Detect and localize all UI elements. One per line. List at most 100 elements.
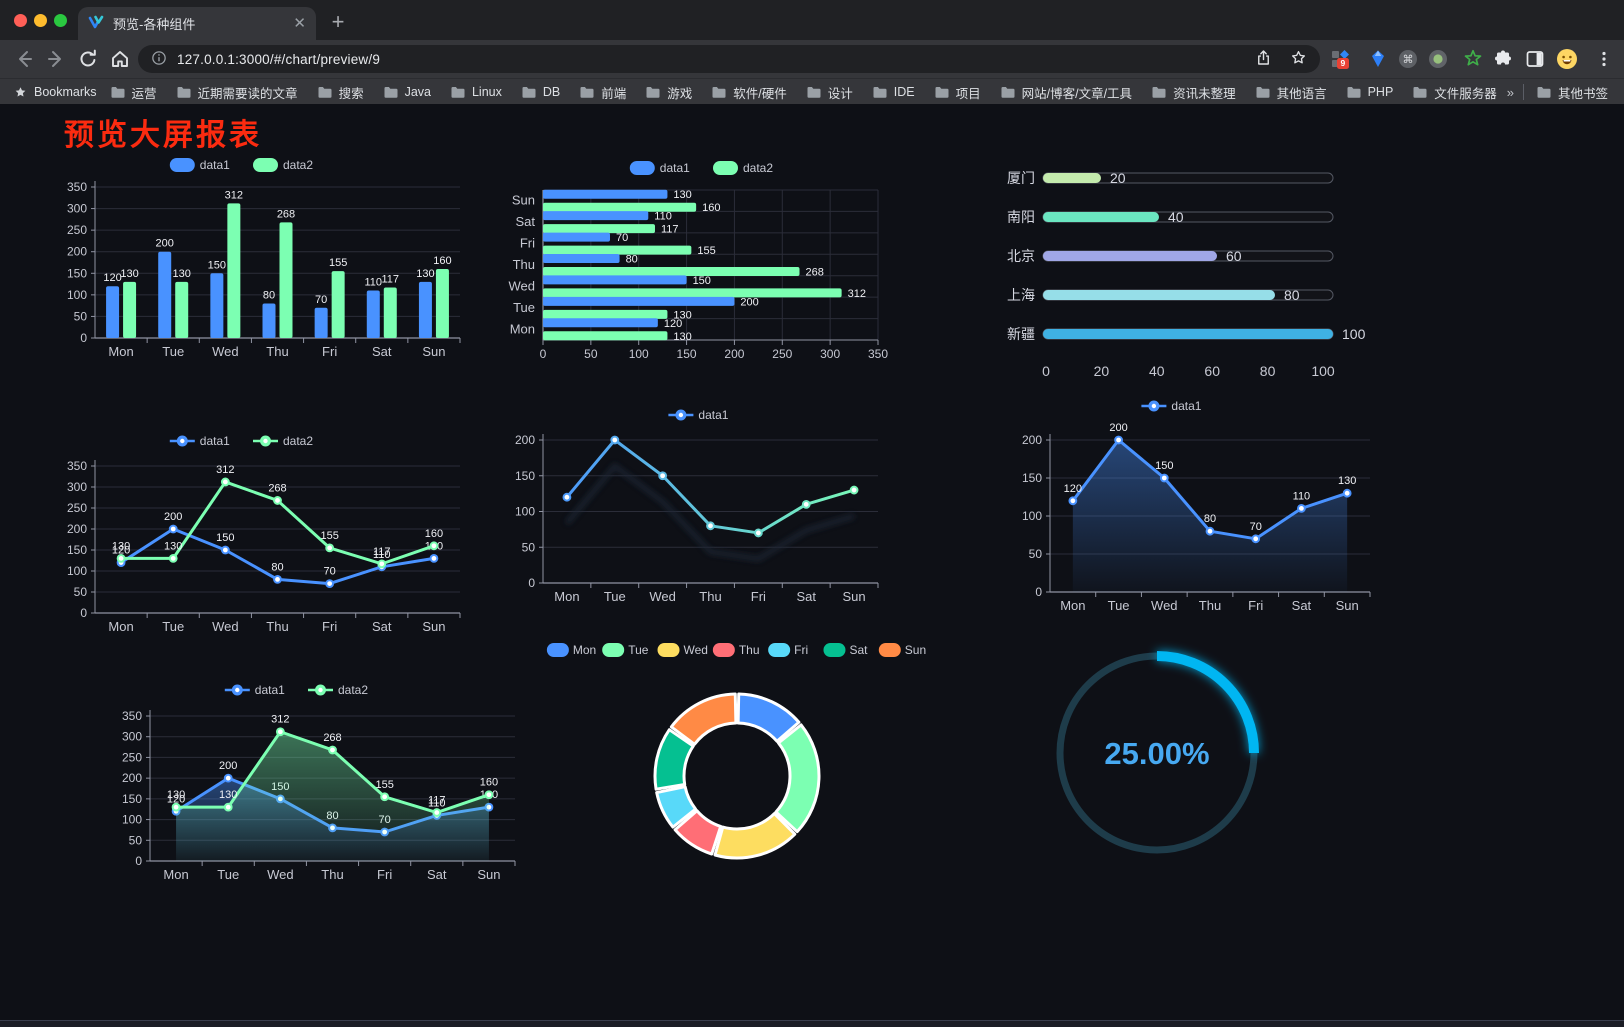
svg-text:200: 200 <box>67 522 87 536</box>
svg-text:120: 120 <box>1064 483 1082 495</box>
other-bookmarks-folder[interactable]: 其他书签 <box>1536 83 1608 102</box>
url-text[interactable]: 127.0.0.1:3000/#/chart/preview/9 <box>177 51 381 67</box>
bookmark-folder[interactable]: 项目 <box>934 83 981 102</box>
svg-text:Sat: Sat <box>849 643 868 657</box>
bookmark-star-icon[interactable] <box>1289 48 1308 70</box>
folder-icon <box>580 87 594 98</box>
bookmark-folder[interactable]: 设计 <box>806 83 853 102</box>
data-point <box>168 524 178 534</box>
svg-text:Fri: Fri <box>377 867 392 882</box>
record-circle-icon extension-button[interactable] <box>1426 47 1450 71</box>
svg-text:160: 160 <box>702 202 720 214</box>
folder-icon <box>1537 87 1551 98</box>
window-close-button[interactable] <box>14 14 27 27</box>
svg-text:130: 130 <box>173 268 191 280</box>
legend-item[interactable]: Wed <box>657 643 708 657</box>
svg-text:Fri: Fri <box>751 589 766 604</box>
folder-icon <box>935 87 949 98</box>
home-icon[interactable] <box>108 47 132 71</box>
browser-tab[interactable]: 预览-各种组件 ✕ <box>78 7 316 40</box>
gem-icon extension-button[interactable] <box>1366 47 1390 71</box>
svg-text:200: 200 <box>67 245 87 259</box>
window-minimize-button[interactable] <box>34 14 47 27</box>
legend-item[interactable]: data1 <box>224 683 285 697</box>
tab-strip: 预览-各种组件 ✕ + <box>0 0 1624 40</box>
bookmark-folder[interactable]: Linux <box>450 85 502 99</box>
svg-text:250: 250 <box>772 347 792 361</box>
legend-item[interactable]: data2 <box>253 434 313 448</box>
legend-item[interactable]: data1 <box>629 161 690 175</box>
data-point <box>658 471 668 481</box>
legend-item[interactable]: data2 <box>253 158 313 172</box>
svg-text:150: 150 <box>208 259 226 271</box>
legend-item[interactable]: data1 <box>169 158 230 172</box>
legend-item[interactable]: data2 <box>713 161 773 175</box>
back-icon[interactable] <box>12 47 36 71</box>
legend-item[interactable]: Tue <box>602 643 649 657</box>
svg-text:50: 50 <box>74 585 88 599</box>
bookmark-folder[interactable]: 前端 <box>579 83 626 102</box>
svg-text:80: 80 <box>1204 513 1216 525</box>
area-fill <box>1072 440 1348 592</box>
bookmark-folder[interactable]: 游戏 <box>645 83 692 102</box>
sidebar-icon extension-button[interactable] <box>1523 47 1547 71</box>
bookmark-folder[interactable]: DB <box>521 85 560 99</box>
svg-text:312: 312 <box>271 714 289 726</box>
data-point <box>1159 473 1169 483</box>
bookmark-folder[interactable]: 近期需要读的文章 <box>176 83 298 102</box>
progress-fill <box>1043 290 1275 300</box>
bar <box>175 281 189 338</box>
puzzle-icon extensions-menu-button[interactable] <box>1491 47 1515 71</box>
svg-text:Mon: Mon <box>1060 598 1085 613</box>
green-star-icon extension-button[interactable] <box>1461 47 1485 71</box>
command-circle-icon extension-button[interactable]: ⌘ <box>1396 47 1420 71</box>
emoji-avatar profile-button[interactable] <box>1555 47 1579 71</box>
folder-icon <box>451 87 465 98</box>
legend-item[interactable]: Sat <box>823 643 868 657</box>
data-point <box>325 543 335 553</box>
bookmark-folder[interactable]: 资讯未整理 <box>1151 83 1236 102</box>
reload-icon[interactable] <box>76 47 100 71</box>
legend-item[interactable]: Thu <box>712 643 760 657</box>
window-zoom-button[interactable] <box>54 14 67 27</box>
bookmark-folder[interactable]: IDE <box>872 85 915 99</box>
legend-item[interactable]: Mon <box>546 643 596 657</box>
chart-dual-area-line: 0 50 100 150 200 250 300 350 Mon Tue Wed Thu Fri Sat S… <box>105 674 520 892</box>
bar <box>383 287 397 338</box>
svg-text:0: 0 <box>80 331 87 345</box>
bookmark-folder[interactable]: 其他语言 <box>1255 83 1327 102</box>
share-icon[interactable] <box>1254 48 1273 70</box>
svg-text:Wed: Wed <box>212 619 239 634</box>
tab-close-icon[interactable]: ✕ <box>293 15 306 32</box>
kebab-menu-icon browser-menu-button[interactable] <box>1596 47 1612 71</box>
legend-item[interactable]: data1 <box>169 434 230 448</box>
new-tab-button[interactable]: + <box>331 9 345 34</box>
legend-item[interactable]: data2 <box>308 683 368 697</box>
tab-favicon datav-logo-icon <box>88 14 104 33</box>
pie-slice <box>669 692 738 746</box>
bookmarks-overflow-chevron[interactable]: » <box>1506 84 1514 100</box>
bookmark-folder[interactable]: PHP <box>1346 85 1393 99</box>
address-bar[interactable]: 127.0.0.1:3000/#/chart/preview/9 <box>138 45 1320 73</box>
legend-item[interactable]: Fri <box>768 643 808 657</box>
bookmark-folder[interactable]: 网站/博客/文章/工具 <box>1000 83 1132 102</box>
bookmarks-apps-button[interactable]: Bookmarks <box>13 85 97 100</box>
legend-item[interactable]: data1 <box>1141 399 1202 413</box>
bookmark-folder[interactable]: 运营 <box>110 83 157 102</box>
bookmark-folder[interactable]: 软件/硬件 <box>711 83 787 102</box>
svg-text:300: 300 <box>67 480 87 494</box>
legend-item[interactable]: Sun <box>878 643 926 657</box>
svg-text:Wed: Wed <box>267 867 294 882</box>
grid-badge-icon extension-button[interactable]: 9 <box>1328 47 1352 71</box>
svg-text:Sat: Sat <box>427 867 447 882</box>
legend-item[interactable]: data1 <box>668 408 729 422</box>
info-icon[interactable] <box>150 49 168 70</box>
svg-text:350: 350 <box>67 180 87 194</box>
forward-icon[interactable] <box>44 47 68 71</box>
bookmark-folder[interactable]: Java <box>383 85 431 99</box>
svg-text:70: 70 <box>616 232 628 244</box>
data-point <box>328 745 337 755</box>
bookmark-folder[interactable]: 搜索 <box>317 83 364 102</box>
svg-text:312: 312 <box>225 189 243 201</box>
bookmark-folder[interactable]: 文件服务器 <box>1412 83 1497 102</box>
